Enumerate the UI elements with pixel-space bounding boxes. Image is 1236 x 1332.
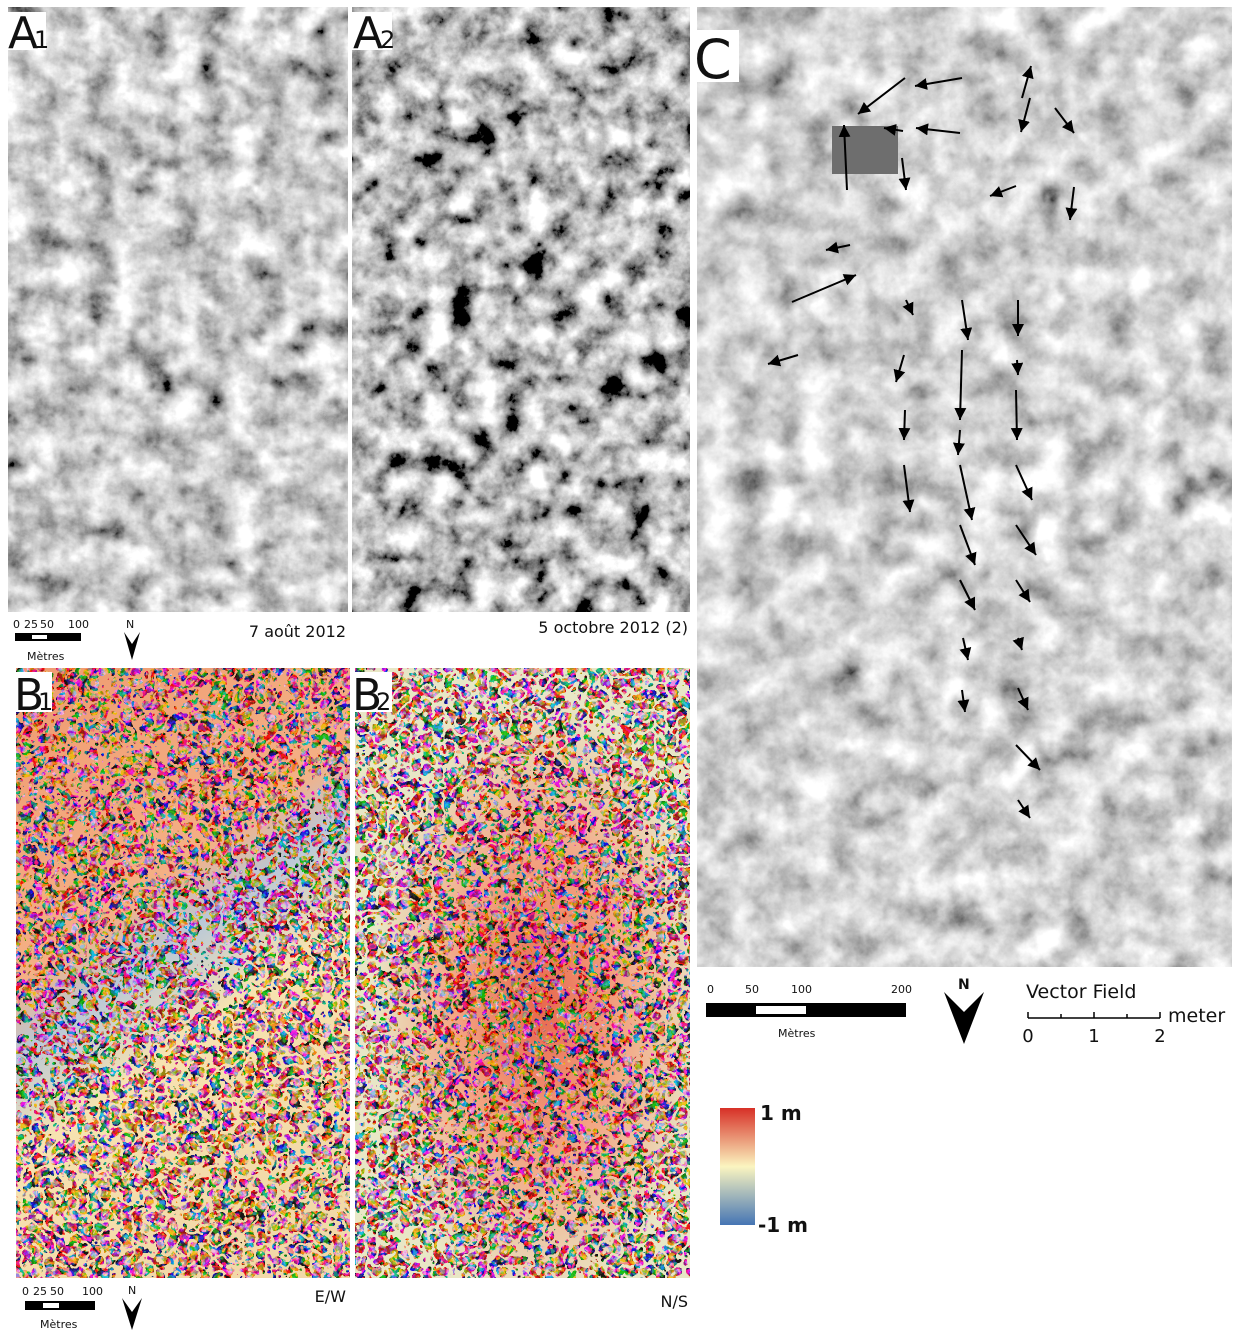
panel-letter: C: [694, 28, 732, 91]
scale-bar: [15, 633, 81, 641]
scale-tick: 50: [745, 983, 759, 996]
vector-legend: Vector Field 0 1 2 meter: [1022, 981, 1225, 1047]
scale-tick: 25: [33, 1285, 47, 1298]
scale-unit: Mètres: [27, 650, 65, 663]
scale-tick: 0: [22, 1285, 29, 1298]
panel-index: 2: [380, 26, 395, 54]
lake: [832, 126, 898, 174]
image-a1-texture: [8, 7, 348, 612]
scale-tick: 100: [68, 618, 89, 631]
colorbar: 1 m -1 m: [720, 1101, 808, 1237]
legend-tick: 2: [1154, 1026, 1165, 1047]
displacement-noise: [355, 668, 690, 1278]
panel-letter: A: [353, 8, 383, 59]
component-label: N/S: [660, 1292, 688, 1311]
north-arrow: [124, 632, 140, 660]
colorbar-gradient: [720, 1108, 755, 1225]
scale-tick: 100: [82, 1285, 103, 1298]
scale-bar-gap: [32, 635, 47, 639]
colorbar-min: -1 m: [758, 1213, 808, 1237]
panel-index: 2: [376, 688, 391, 716]
scale-tick: 25: [24, 618, 38, 631]
image-a2-texture: [352, 7, 690, 612]
legend-unit: meter: [1168, 1005, 1225, 1027]
legend-axis: [1028, 1012, 1160, 1018]
legend-tick: 0: [1022, 1026, 1033, 1047]
colorbar-max: 1 m: [760, 1101, 802, 1125]
scale-bar-c: 0 50 100 200 Mètres N: [706, 977, 984, 1044]
north-label: N: [126, 618, 134, 631]
date-label: 5 octobre 2012 (2): [538, 618, 688, 637]
scale-tick: 0: [13, 618, 20, 631]
date-label: 7 août 2012: [249, 622, 346, 641]
legend-tick: 1: [1088, 1026, 1099, 1047]
scale-unit: Mètres: [40, 1318, 78, 1331]
north-label: N: [128, 1284, 136, 1297]
scale-unit: Mètres: [778, 1027, 816, 1040]
scale-tick: 0: [707, 983, 714, 996]
scale-bar-gap: [43, 1303, 59, 1308]
scale-tick: 50: [50, 1285, 64, 1298]
scale-bar: [25, 1301, 95, 1310]
scale-tick: 200: [891, 983, 912, 996]
scale-tick: 100: [791, 983, 812, 996]
scale-bar-b: 0 25 50 100 Mètres N: [22, 1284, 142, 1331]
north-arrow: [944, 992, 984, 1044]
scale-bar-a: 0 25 50 100 Mètres N: [13, 618, 140, 663]
scale-tick: 50: [40, 618, 54, 631]
panel-index: 1: [34, 26, 49, 54]
displacement-noise: [16, 668, 350, 1278]
figure: A 1 A 2 0 25 50 100 Mètres N 7 août 2012…: [0, 0, 1236, 1332]
north-label: N: [958, 977, 970, 993]
component-label: E/W: [315, 1287, 347, 1306]
north-arrow: [122, 1298, 142, 1330]
legend-title: Vector Field: [1026, 981, 1136, 1003]
panel-index: 1: [38, 688, 53, 716]
scale-bar-gap: [756, 1006, 806, 1014]
